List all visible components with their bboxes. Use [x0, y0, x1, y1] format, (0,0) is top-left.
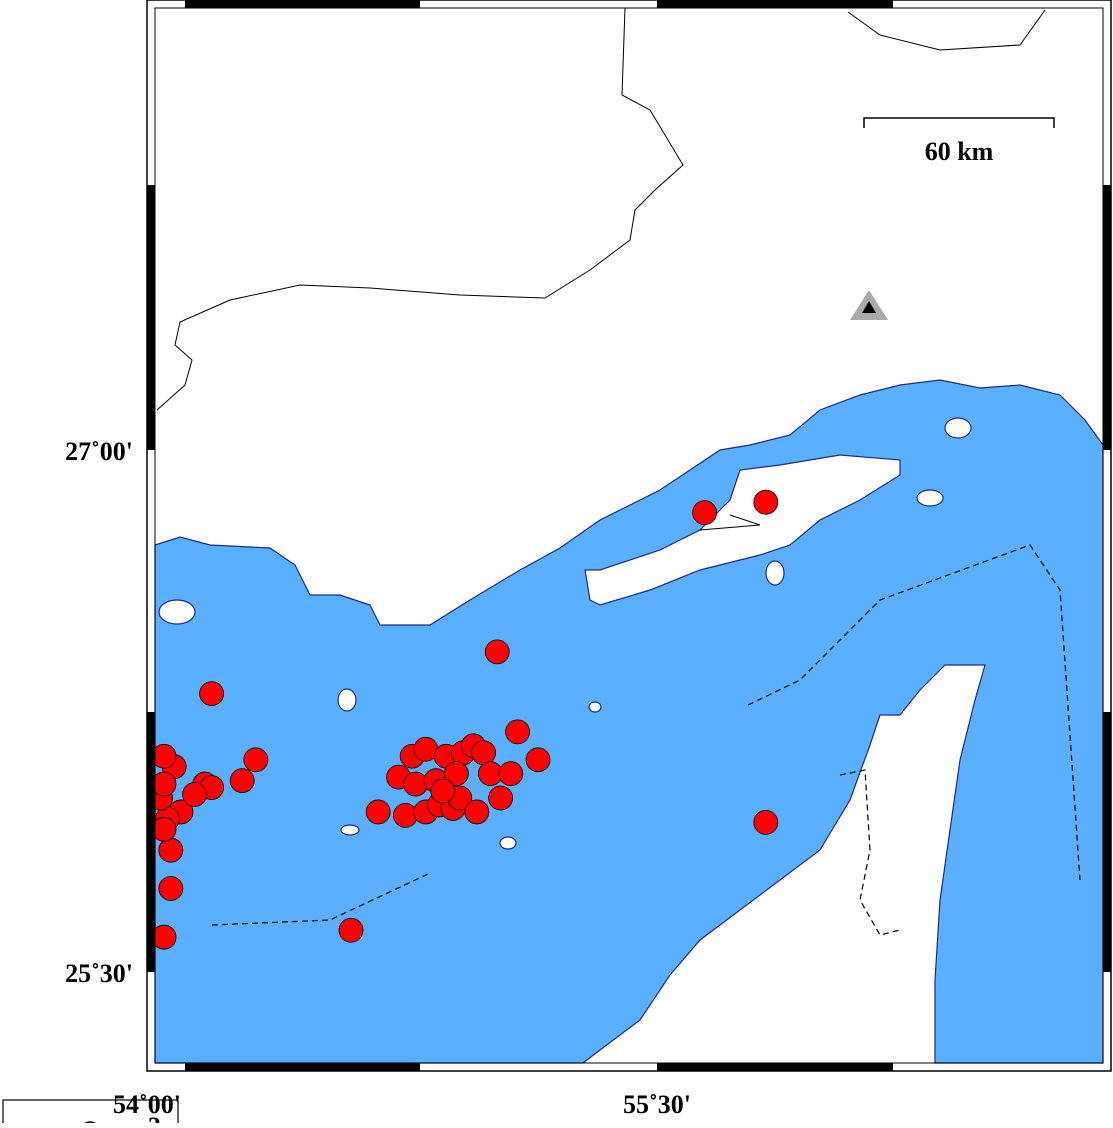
scale-label: 60 km — [925, 137, 994, 166]
scale-bar: 60 km — [863, 117, 1055, 166]
borders — [156, 7, 1046, 531]
event — [430, 778, 456, 804]
station — [850, 290, 888, 320]
event — [151, 924, 177, 950]
event — [158, 876, 184, 901]
frame — [146, 0, 1112, 1072]
event — [243, 747, 269, 773]
event — [692, 500, 717, 526]
event — [464, 799, 490, 825]
event — [443, 761, 469, 787]
event — [505, 719, 530, 745]
event — [199, 681, 225, 706]
events — [148, 489, 779, 950]
event — [158, 837, 184, 863]
event — [525, 747, 551, 773]
event — [365, 799, 391, 825]
event — [753, 489, 779, 515]
event — [392, 803, 418, 828]
event — [229, 768, 255, 793]
lat-label: 25˚30' — [65, 959, 133, 988]
event — [151, 743, 177, 769]
event — [151, 771, 177, 797]
lon-label: 55˚30' — [623, 1090, 691, 1119]
lon-label: 54˚00' — [113, 1090, 181, 1119]
event — [403, 771, 429, 797]
event — [498, 761, 524, 787]
islands — [158, 417, 972, 850]
event — [338, 917, 364, 943]
dashed-borders — [211, 544, 1081, 936]
sea — [154, 379, 1104, 1064]
event — [484, 639, 510, 665]
event — [182, 782, 208, 807]
lat-label: 27˚00' — [65, 437, 133, 466]
event — [488, 785, 514, 811]
axis-labels: 54˚00' 55˚30' 27˚00' 25˚30' — [65, 437, 691, 1119]
event — [151, 816, 177, 842]
event — [471, 740, 497, 766]
event — [753, 809, 779, 835]
